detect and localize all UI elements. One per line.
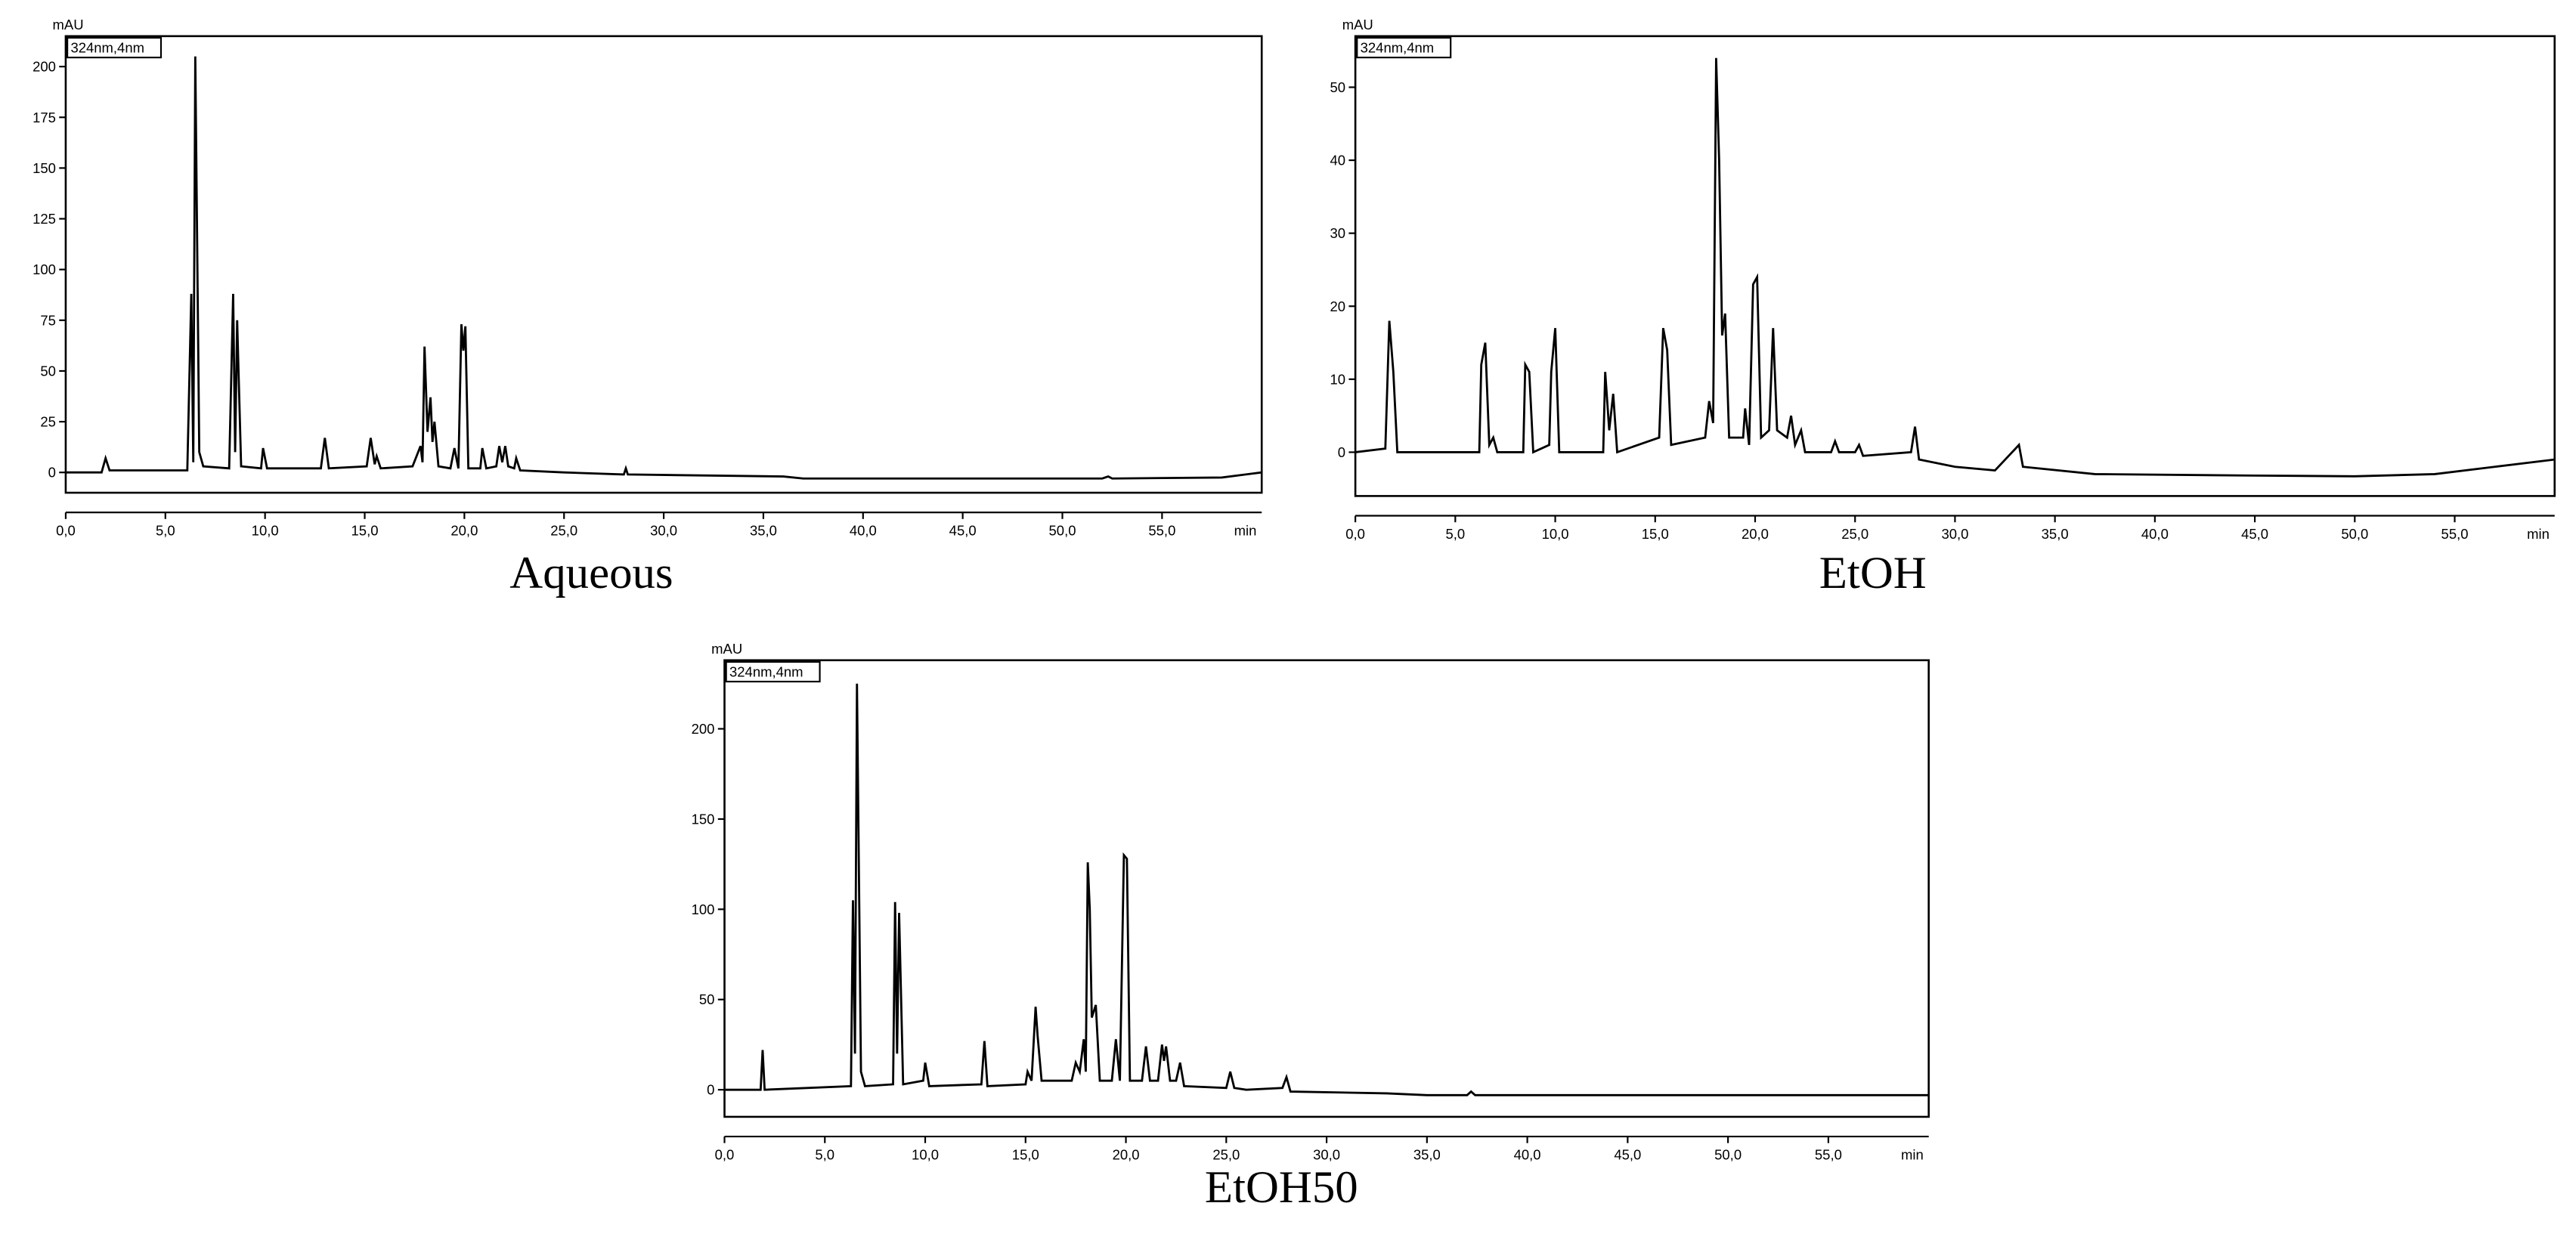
x-tick-label: 35,0 [750,523,777,539]
x-tick-label: 25,0 [1212,1146,1240,1162]
x-tick-label: 5,0 [815,1146,834,1162]
x-tick-label: 45,0 [2241,526,2268,542]
legend-label: 324nm,4nm [1361,40,1435,56]
x-tick-label: 0,0 [715,1146,735,1162]
x-tick-label: 30,0 [650,523,677,539]
legend-box [67,36,163,59]
legend-label: 324nm,4nm [729,663,803,679]
y-axis-label: mAU [53,17,84,32]
plot-frame [723,659,1930,1118]
x-tick-label: 10,0 [1542,526,1569,542]
y-tick-label: 30 [1330,225,1346,241]
x-tick-label: 10,0 [912,1146,939,1162]
x-tick-label: 40,0 [2141,526,2169,542]
x-tick-label: 45,0 [1614,1146,1641,1162]
x-tick-label: 30,0 [1941,526,1968,542]
y-tick-label: 175 [33,110,56,125]
chart-panel: 0 50 100 150 200 0,0 5,0 10,0 15,0 20,0 25,0 30,0 35… [692,641,1930,1213]
x-axis-label: min [1234,523,1257,539]
x-tick-label: 50,0 [2341,526,2368,542]
chart-caption: Aqueous [509,548,673,598]
y-tick-label: 100 [33,261,56,277]
chromatogram-line [65,56,1262,480]
x-tick-label: 40,0 [850,523,877,539]
x-tick-label: 30,0 [1313,1146,1340,1162]
x-tick-label: 25,0 [550,523,577,539]
y-tick-label: 0 [1338,444,1345,460]
y-tick-label: 150 [692,811,715,827]
x-tick-label: 50,0 [1049,523,1076,539]
x-tick-label: 20,0 [450,523,478,539]
y-tick-label: 125 [33,211,56,227]
y-tick-label: 50 [699,991,715,1007]
y-tick-label: 100 [692,901,715,917]
chart-panel: 0 25 50 75 100 125 150 175 200 0,0 5,0 10,0 15,0 20,0… [33,17,1263,598]
x-tick-label: 55,0 [1148,523,1175,539]
y-tick-label: 50 [40,363,56,379]
x-tick-label: 35,0 [2042,526,2069,542]
y-axis-label: mAU [711,641,742,657]
y-tick-label: 10 [1330,371,1346,387]
y-tick-label: 150 [33,160,56,176]
x-tick-label: 10,0 [252,523,279,539]
y-tick-label: 50 [1330,79,1346,95]
y-tick-label: 200 [692,721,715,737]
y-tick-label: 40 [1330,153,1346,169]
legend-box [1356,36,1452,59]
x-tick-label: 15,0 [1642,526,1669,542]
plot-frame [64,35,1263,494]
legend-box [725,660,821,683]
x-tick-label: 35,0 [1413,1146,1441,1162]
chromatogram-line [1355,57,2555,478]
y-tick-label: 20 [1330,298,1346,314]
x-tick-label: 5,0 [156,523,175,539]
x-tick-label: 0,0 [56,523,76,539]
chart-caption: EtOH [1819,548,1927,598]
x-tick-label: 5,0 [1445,526,1465,542]
y-tick-label: 200 [33,59,56,75]
plot-frame [1354,35,2556,497]
x-tick-label: 40,0 [1514,1146,1541,1162]
y-tick-label: 0 [707,1082,714,1098]
legend-label: 324nm,4nm [70,40,144,56]
x-tick-label: 20,0 [1113,1146,1140,1162]
x-tick-label: 15,0 [351,523,379,539]
x-axis-label: min [2527,526,2550,542]
y-tick-label: 75 [40,312,56,328]
x-axis-label: min [1901,1146,1924,1162]
chromatogram-line [724,683,1929,1096]
y-tick-label: 25 [40,414,56,430]
x-tick-label: 20,0 [1742,526,1769,542]
chart-caption: EtOH50 [1205,1162,1358,1213]
chart-panel: 0 10 20 30 40 50 0,0 5,0 10,0 15,0 20,0 25,0 30,0 35,… [1330,17,2556,598]
y-tick-label: 0 [48,465,56,481]
x-tick-label: 0,0 [1345,526,1365,542]
x-tick-label: 15,0 [1012,1146,1039,1162]
y-axis-label: mAU [1342,17,1373,32]
x-tick-label: 50,0 [1714,1146,1742,1162]
x-tick-label: 45,0 [949,523,977,539]
x-tick-label: 25,0 [1841,526,1869,542]
x-tick-label: 55,0 [2441,526,2469,542]
x-tick-label: 55,0 [1815,1146,1842,1162]
